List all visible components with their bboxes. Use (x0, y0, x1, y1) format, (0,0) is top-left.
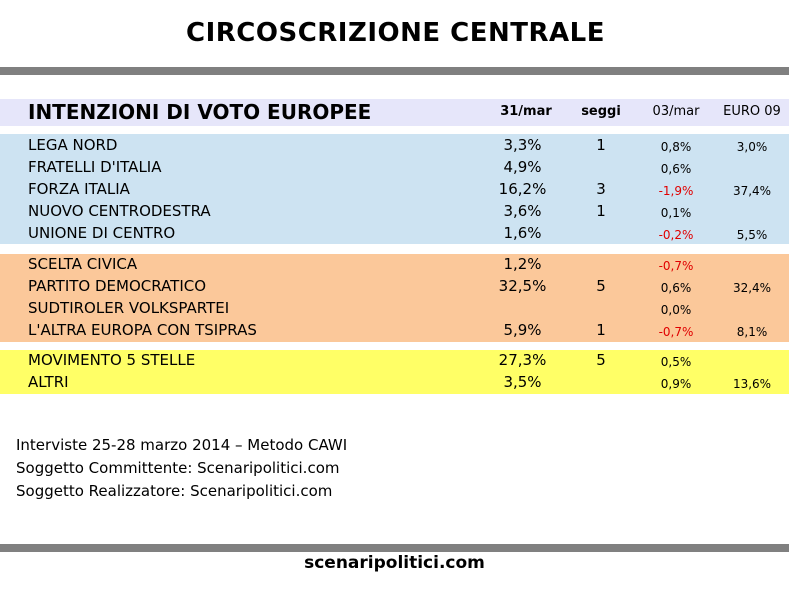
table-row: L'ALTRA EUROPA CON TSIPRAS 5,9% 1 -0,7% 8,1% (0, 321, 789, 343)
table-title: INTENZIONI DI VOTO EUROPEE (28, 100, 372, 124)
table-row: FORZA ITALIA 16,2% 3 -1,9% 37,4% (0, 180, 789, 202)
table-row: NUOVO CENTRODESTRA 3,6% 1 0,1% (0, 202, 789, 224)
value-03mar: -0,7% (658, 259, 694, 273)
table-row: UNIONE DI CENTRO 1,6% -0,2% 5,5% (0, 224, 789, 246)
value-31mar: 27,3% (498, 351, 547, 369)
footnote-committente: Soggetto Committente: Scenaripolitici.co… (16, 459, 340, 477)
table-row: LEGA NORD 3,3% 1 0,8% 3,0% (0, 136, 789, 158)
value-31mar: 32,5% (498, 277, 547, 295)
party-name: MOVIMENTO 5 STELLE (28, 351, 196, 369)
value-03mar: 0,0% (660, 303, 692, 317)
value-03mar: 0,6% (660, 162, 692, 176)
party-name: FORZA ITALIA (28, 180, 130, 198)
value-03mar: 0,6% (660, 281, 692, 295)
table-row: SCELTA CIVICA 1,2% -0,7% (0, 255, 789, 277)
value-03mar: -0,7% (658, 325, 694, 339)
table-row: SUDTIROLER VOLKSPARTEI 0,0% (0, 299, 789, 321)
table-row: PARTITO DEMOCRATICO 32,5% 5 0,6% 32,4% (0, 277, 789, 299)
group-band-centrosinistra (0, 254, 789, 342)
col-header-euro09: EURO 09 (723, 104, 781, 119)
value-seggi: 1 (596, 202, 606, 220)
value-31mar: 5,9% (503, 321, 542, 339)
table-row: MOVIMENTO 5 STELLE 27,3% 5 0,5% (0, 351, 789, 373)
group-band-centrodestra (0, 134, 789, 244)
party-name: SCELTA CIVICA (28, 255, 138, 273)
party-name: ALTRI (28, 373, 69, 391)
value-seggi: 5 (596, 277, 606, 295)
value-seggi: 1 (596, 136, 606, 154)
value-euro09: 37,4% (732, 184, 772, 198)
party-name: LEGA NORD (28, 136, 118, 154)
value-31mar: 16,2% (498, 180, 547, 198)
value-03mar: -0,2% (658, 228, 694, 242)
table-row: ALTRI 3,5% 0,9% 13,6% (0, 373, 789, 395)
value-euro09: 3,0% (736, 140, 768, 154)
value-03mar: 0,9% (660, 377, 692, 391)
group-band-m5s-altri (0, 350, 789, 394)
value-euro09: 13,6% (732, 377, 772, 391)
value-03mar: 0,1% (660, 206, 692, 220)
value-seggi: 1 (596, 321, 606, 339)
party-name: FRATELLI D'ITALIA (28, 158, 162, 176)
party-name: NUOVO CENTRODESTRA (28, 202, 211, 220)
party-name: UNIONE DI CENTRO (28, 224, 176, 242)
party-name: L'ALTRA EUROPA CON TSIPRAS (28, 321, 257, 339)
top-divider (0, 67, 789, 75)
party-name: PARTITO DEMOCRATICO (28, 277, 207, 295)
value-03mar: 0,5% (660, 355, 692, 369)
value-seggi: 3 (596, 180, 606, 198)
value-31mar: 1,2% (503, 255, 542, 273)
site-footer: scenaripolitici.com (304, 553, 485, 573)
value-euro09: 8,1% (736, 325, 768, 339)
value-31mar: 3,3% (503, 136, 542, 154)
value-03mar: 0,8% (660, 140, 692, 154)
value-31mar: 3,5% (503, 373, 542, 391)
party-name: SUDTIROLER VOLKSPARTEI (28, 299, 230, 317)
value-31mar: 1,6% (503, 224, 542, 242)
value-03mar: -1,9% (658, 184, 694, 198)
col-header-03mar: 03/mar (652, 104, 700, 119)
footnote-realizzatore: Soggetto Realizzatore: Scenaripolitici.c… (16, 482, 333, 500)
value-31mar: 3,6% (503, 202, 542, 220)
col-header-seggi: seggi (581, 104, 621, 119)
page-title: CIRCOSCRIZIONE CENTRALE (186, 18, 605, 48)
footnote-interviews: Interviste 25-28 marzo 2014 – Metodo CAW… (16, 436, 348, 454)
value-seggi: 5 (596, 351, 606, 369)
table-header-band (0, 99, 789, 126)
value-euro09: 5,5% (736, 228, 768, 242)
table-row: FRATELLI D'ITALIA 4,9% 0,6% (0, 158, 789, 180)
value-31mar: 4,9% (503, 158, 542, 176)
value-euro09: 32,4% (732, 281, 772, 295)
col-header-31mar: 31/mar (500, 104, 552, 119)
bottom-divider (0, 544, 789, 552)
